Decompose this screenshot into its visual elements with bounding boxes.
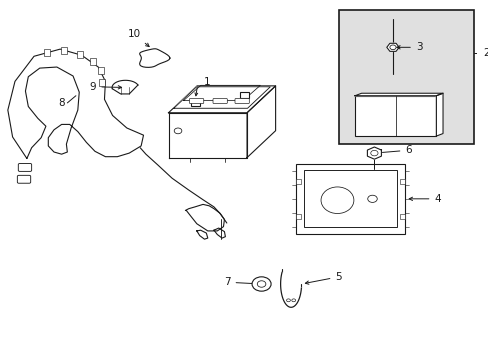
Polygon shape — [173, 87, 270, 108]
Bar — [99, 78, 105, 86]
Text: 6: 6 — [378, 145, 411, 155]
Text: 7: 7 — [224, 277, 257, 287]
Bar — [190, 100, 200, 106]
Ellipse shape — [321, 187, 353, 213]
Polygon shape — [280, 273, 301, 307]
Polygon shape — [140, 49, 170, 67]
Bar — [43, 49, 50, 56]
FancyBboxPatch shape — [17, 175, 31, 183]
Bar — [61, 47, 67, 54]
Text: 4: 4 — [408, 194, 440, 204]
Bar — [90, 58, 96, 65]
Bar — [295, 179, 301, 184]
Circle shape — [251, 277, 270, 291]
Bar — [304, 170, 396, 227]
Polygon shape — [435, 93, 442, 136]
FancyBboxPatch shape — [189, 99, 203, 104]
Bar — [399, 179, 405, 184]
Polygon shape — [168, 86, 275, 113]
Text: 5: 5 — [305, 272, 341, 284]
Bar — [295, 214, 301, 219]
FancyBboxPatch shape — [235, 99, 249, 104]
FancyBboxPatch shape — [18, 163, 32, 171]
Bar — [338, 10, 473, 144]
Polygon shape — [366, 147, 381, 159]
Polygon shape — [354, 93, 442, 96]
Polygon shape — [168, 113, 246, 158]
Bar — [98, 67, 104, 74]
FancyBboxPatch shape — [213, 99, 227, 104]
Circle shape — [367, 195, 376, 202]
Text: 1: 1 — [203, 77, 210, 87]
Polygon shape — [246, 86, 275, 158]
Bar — [399, 214, 405, 219]
Text: 2: 2 — [482, 48, 488, 58]
Bar — [295, 164, 405, 234]
Bar — [354, 96, 435, 136]
Text: 9: 9 — [90, 82, 122, 92]
Polygon shape — [386, 43, 398, 51]
Text: 3: 3 — [396, 42, 422, 52]
Text: 10: 10 — [127, 29, 149, 46]
Bar — [77, 50, 83, 58]
Circle shape — [174, 128, 182, 134]
Bar — [240, 92, 248, 98]
Text: 8: 8 — [58, 98, 65, 108]
